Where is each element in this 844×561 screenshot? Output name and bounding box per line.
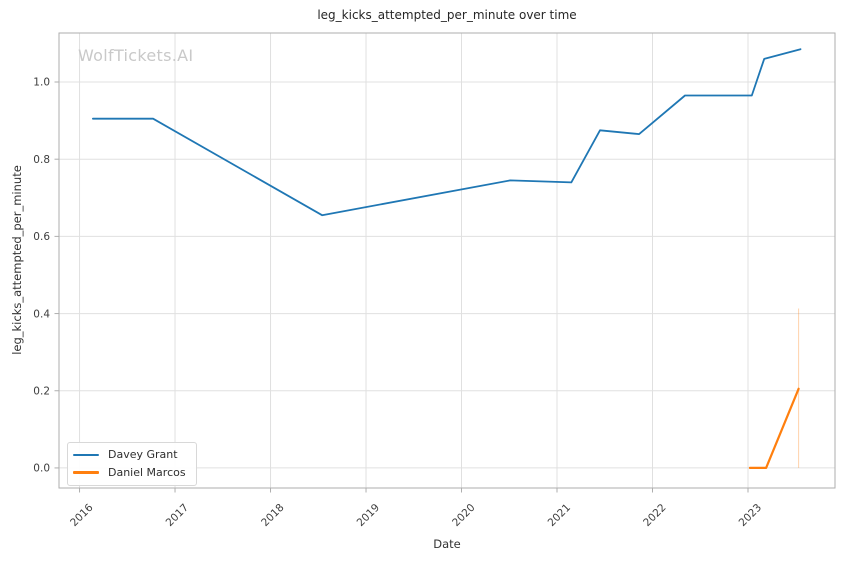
legend-swatch-davey-grant: [73, 453, 99, 457]
chart-title: leg_kicks_attempted_per_minute over time: [317, 8, 577, 22]
tick-label-x-2019: 2019: [355, 502, 382, 529]
legend-label-daniel-marcos: Daniel Marcos: [108, 465, 186, 479]
legend-item-daniel-marcos: Daniel Marcos: [73, 466, 186, 480]
tick-label-y-0.4: 0.4: [33, 308, 50, 320]
tick-label-y-0.6: 0.6: [33, 231, 50, 243]
tick-label-x-2021: 2021: [546, 502, 573, 529]
x-axis-label: Date: [433, 537, 461, 551]
tick-label-x-2020: 2020: [450, 502, 477, 529]
tick-label-y-1.0: 1.0: [33, 77, 50, 89]
legend-swatch-daniel-marcos: [73, 471, 99, 474]
tick-label-x-2017: 2017: [164, 502, 191, 529]
legend-label-davey-grant: Davey Grant: [108, 448, 178, 461]
tick-label-y-0.8: 0.8: [33, 154, 50, 166]
series-line-daniel-marcos: [748, 387, 800, 469]
tick-label-x-2023: 2023: [737, 502, 764, 529]
y-axis-label: leg_kicks_attempted_per_minute: [10, 165, 24, 355]
tick-label-x-2022: 2022: [641, 502, 668, 529]
watermark: WolfTickets.AI: [78, 46, 194, 65]
series-line-davey-grant: [92, 48, 802, 217]
tick-label-x-2016: 2016: [68, 501, 96, 529]
tick-label-y-0.2: 0.2: [33, 385, 50, 397]
legend-item-davey-grant: Davey Grant: [73, 448, 186, 462]
legend: Davey Grant Daniel Marcos: [67, 442, 197, 486]
tick-label-y-0.0: 0.0: [33, 463, 50, 475]
plot-border: [58, 32, 836, 489]
tick-label-x-2018: 2018: [259, 502, 286, 529]
